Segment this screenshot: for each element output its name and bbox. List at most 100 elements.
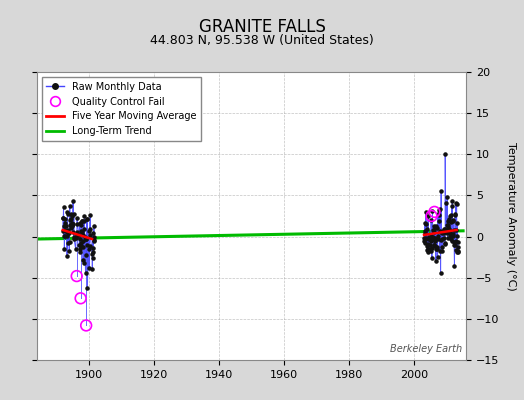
Point: [435, 228, 444, 234]
Point: [428, 208, 436, 214]
Point: [432, 246, 441, 252]
Point: [59, 215, 68, 222]
Point: [69, 221, 78, 228]
Point: [428, 254, 436, 261]
Point: [452, 200, 460, 206]
Point: [450, 242, 458, 248]
Point: [436, 228, 445, 235]
Point: [443, 235, 452, 242]
Point: [424, 236, 433, 242]
Point: [451, 210, 459, 217]
Point: [421, 220, 429, 226]
Point: [64, 230, 73, 236]
Point: [431, 238, 439, 244]
Point: [86, 232, 95, 238]
Point: [63, 211, 72, 217]
Point: [76, 246, 84, 252]
Point: [63, 253, 71, 260]
Point: [446, 219, 455, 226]
Point: [78, 229, 86, 236]
Point: [79, 256, 88, 263]
Point: [433, 254, 442, 260]
Point: [431, 235, 440, 241]
Point: [440, 230, 448, 236]
Point: [83, 285, 92, 291]
Point: [449, 231, 457, 237]
Point: [423, 241, 432, 248]
Point: [445, 227, 453, 233]
Point: [83, 242, 91, 248]
Point: [85, 246, 93, 253]
Point: [443, 230, 452, 236]
Point: [434, 218, 443, 224]
Point: [443, 222, 451, 228]
Point: [85, 264, 93, 271]
Point: [454, 249, 463, 255]
Point: [72, 234, 80, 240]
Point: [445, 216, 453, 222]
Point: [446, 232, 454, 238]
Point: [77, 222, 85, 228]
Point: [423, 246, 431, 253]
Point: [444, 224, 452, 230]
Point: [85, 242, 94, 249]
Point: [441, 241, 449, 248]
Point: [59, 228, 67, 234]
Point: [89, 249, 97, 255]
Point: [432, 245, 440, 252]
Point: [75, 242, 83, 248]
Point: [440, 235, 449, 241]
Point: [66, 217, 74, 223]
Point: [431, 225, 439, 232]
Point: [438, 248, 446, 255]
Point: [444, 218, 453, 224]
Point: [61, 223, 70, 229]
Point: [452, 226, 460, 233]
Point: [65, 248, 73, 254]
Point: [77, 243, 85, 250]
Point: [450, 227, 458, 234]
Point: [429, 236, 437, 242]
Point: [61, 232, 69, 239]
Point: [82, 236, 90, 242]
Point: [80, 226, 89, 232]
Point: [441, 151, 450, 158]
Point: [444, 222, 452, 229]
Text: 44.803 N, 95.538 W (United States): 44.803 N, 95.538 W (United States): [150, 34, 374, 47]
Point: [86, 212, 94, 218]
Point: [68, 223, 77, 229]
Point: [430, 209, 439, 215]
Point: [435, 212, 443, 218]
Point: [70, 211, 78, 217]
Point: [82, 216, 91, 223]
Point: [82, 322, 90, 329]
Point: [80, 260, 88, 266]
Point: [432, 223, 441, 229]
Point: [448, 198, 456, 204]
Point: [453, 220, 461, 226]
Point: [80, 213, 89, 220]
Point: [429, 227, 438, 233]
Point: [82, 236, 91, 242]
Point: [85, 226, 94, 232]
Point: [434, 210, 442, 217]
Point: [80, 218, 88, 224]
Point: [427, 217, 435, 224]
Point: [83, 216, 91, 222]
Point: [66, 221, 74, 228]
Point: [68, 213, 76, 219]
Point: [453, 233, 461, 239]
Point: [423, 246, 432, 252]
Point: [60, 246, 69, 252]
Point: [432, 258, 440, 264]
Point: [77, 295, 85, 302]
Point: [60, 227, 69, 234]
Point: [73, 221, 82, 227]
Point: [78, 238, 86, 244]
Point: [451, 242, 459, 249]
Point: [67, 221, 75, 228]
Point: [64, 230, 73, 236]
Point: [69, 198, 77, 204]
Point: [76, 236, 84, 242]
Point: [454, 244, 462, 250]
